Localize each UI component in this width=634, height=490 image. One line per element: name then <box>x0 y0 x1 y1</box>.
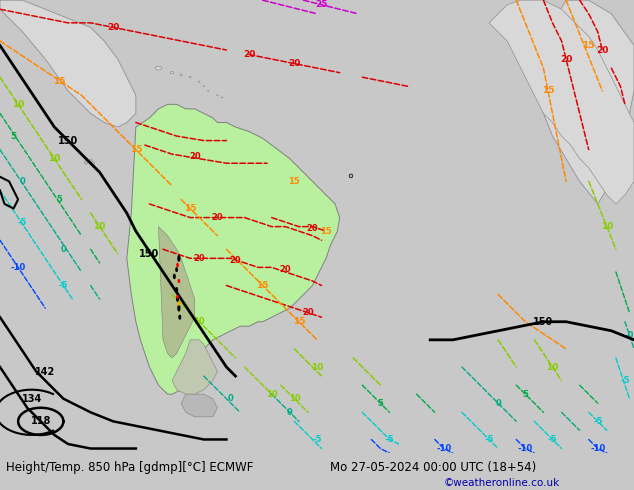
Text: 10: 10 <box>48 154 60 163</box>
Text: 5: 5 <box>56 195 61 204</box>
Text: 0: 0 <box>287 408 293 417</box>
Text: 20: 20 <box>280 265 291 274</box>
Ellipse shape <box>178 256 180 261</box>
Circle shape <box>91 161 94 165</box>
Text: -5: -5 <box>313 435 321 444</box>
Polygon shape <box>489 0 634 204</box>
Text: Mo 27-05-2024 00:00 UTC (18+54): Mo 27-05-2024 00:00 UTC (18+54) <box>330 462 536 474</box>
Circle shape <box>89 159 93 163</box>
Ellipse shape <box>198 81 200 82</box>
Text: 15: 15 <box>293 317 305 326</box>
Text: 15: 15 <box>583 41 595 50</box>
Text: 5: 5 <box>10 131 16 141</box>
Text: 15: 15 <box>129 145 142 154</box>
Text: 150: 150 <box>58 136 78 146</box>
Text: 0: 0 <box>228 394 234 403</box>
Text: 20: 20 <box>560 54 573 64</box>
Text: 5: 5 <box>522 390 528 399</box>
Text: -10: -10 <box>436 444 451 453</box>
Ellipse shape <box>178 302 179 305</box>
Text: -5: -5 <box>385 435 394 444</box>
Text: 15: 15 <box>256 281 269 290</box>
Text: 20: 20 <box>189 152 200 161</box>
Ellipse shape <box>174 274 175 278</box>
Text: 150: 150 <box>533 317 553 327</box>
Text: 15: 15 <box>288 177 301 186</box>
Text: Height/Temp. 850 hPa [gdmp][°C] ECMWF: Height/Temp. 850 hPa [gdmp][°C] ECMWF <box>6 462 254 474</box>
Text: -10: -10 <box>518 444 533 453</box>
Ellipse shape <box>180 74 183 76</box>
Polygon shape <box>127 104 340 394</box>
Text: 10: 10 <box>288 394 300 403</box>
Text: 15: 15 <box>320 227 332 236</box>
Text: 25: 25 <box>315 0 328 9</box>
Text: 118: 118 <box>30 416 51 426</box>
Text: 10: 10 <box>600 222 613 231</box>
Text: 20: 20 <box>193 254 205 263</box>
Ellipse shape <box>177 297 178 301</box>
Ellipse shape <box>190 76 191 78</box>
Text: -10: -10 <box>11 263 26 272</box>
Text: ©weatheronline.co.uk: ©weatheronline.co.uk <box>444 478 560 488</box>
Polygon shape <box>158 226 195 358</box>
Ellipse shape <box>203 86 204 87</box>
Text: -5: -5 <box>548 435 557 444</box>
Ellipse shape <box>221 97 223 98</box>
Ellipse shape <box>155 66 162 70</box>
Text: 142: 142 <box>35 367 55 376</box>
Text: 5: 5 <box>377 399 384 408</box>
Text: 20: 20 <box>288 59 301 68</box>
Text: -10: -10 <box>590 444 605 453</box>
Text: 10: 10 <box>547 363 559 371</box>
Text: 134: 134 <box>22 393 42 404</box>
Ellipse shape <box>177 264 178 267</box>
Text: 20: 20 <box>302 308 314 317</box>
Text: -5: -5 <box>593 417 602 426</box>
Text: 10: 10 <box>93 222 106 231</box>
Text: 20: 20 <box>212 213 223 222</box>
Text: -5: -5 <box>59 281 68 290</box>
Text: 10: 10 <box>266 390 278 399</box>
Polygon shape <box>172 340 217 394</box>
Text: 10: 10 <box>193 317 205 326</box>
Ellipse shape <box>176 268 178 271</box>
Text: 0: 0 <box>20 177 25 186</box>
Text: 0: 0 <box>60 245 67 254</box>
Polygon shape <box>0 0 136 127</box>
Circle shape <box>84 161 88 164</box>
Text: 15: 15 <box>184 204 197 213</box>
Text: -5: -5 <box>18 218 27 226</box>
Text: 10: 10 <box>311 363 323 371</box>
Polygon shape <box>181 394 217 417</box>
Text: 20: 20 <box>107 23 119 32</box>
Text: 15: 15 <box>53 77 65 86</box>
Ellipse shape <box>178 280 179 282</box>
Text: 20: 20 <box>243 50 256 59</box>
Text: 0: 0 <box>495 399 501 408</box>
Text: 15: 15 <box>541 86 554 95</box>
Text: 20: 20 <box>307 224 318 233</box>
Ellipse shape <box>176 288 178 293</box>
Ellipse shape <box>171 72 174 74</box>
Text: -5: -5 <box>620 376 630 385</box>
Text: 20: 20 <box>596 46 609 54</box>
Ellipse shape <box>217 95 218 96</box>
Text: -5: -5 <box>484 435 494 444</box>
Text: 20: 20 <box>230 256 242 265</box>
Circle shape <box>349 174 353 178</box>
Ellipse shape <box>179 316 181 319</box>
Text: 10: 10 <box>12 100 24 109</box>
Text: 150: 150 <box>139 249 160 259</box>
Ellipse shape <box>178 305 180 311</box>
Ellipse shape <box>207 90 209 91</box>
Ellipse shape <box>177 295 178 298</box>
Polygon shape <box>534 0 634 204</box>
Text: -0: -0 <box>624 331 634 340</box>
